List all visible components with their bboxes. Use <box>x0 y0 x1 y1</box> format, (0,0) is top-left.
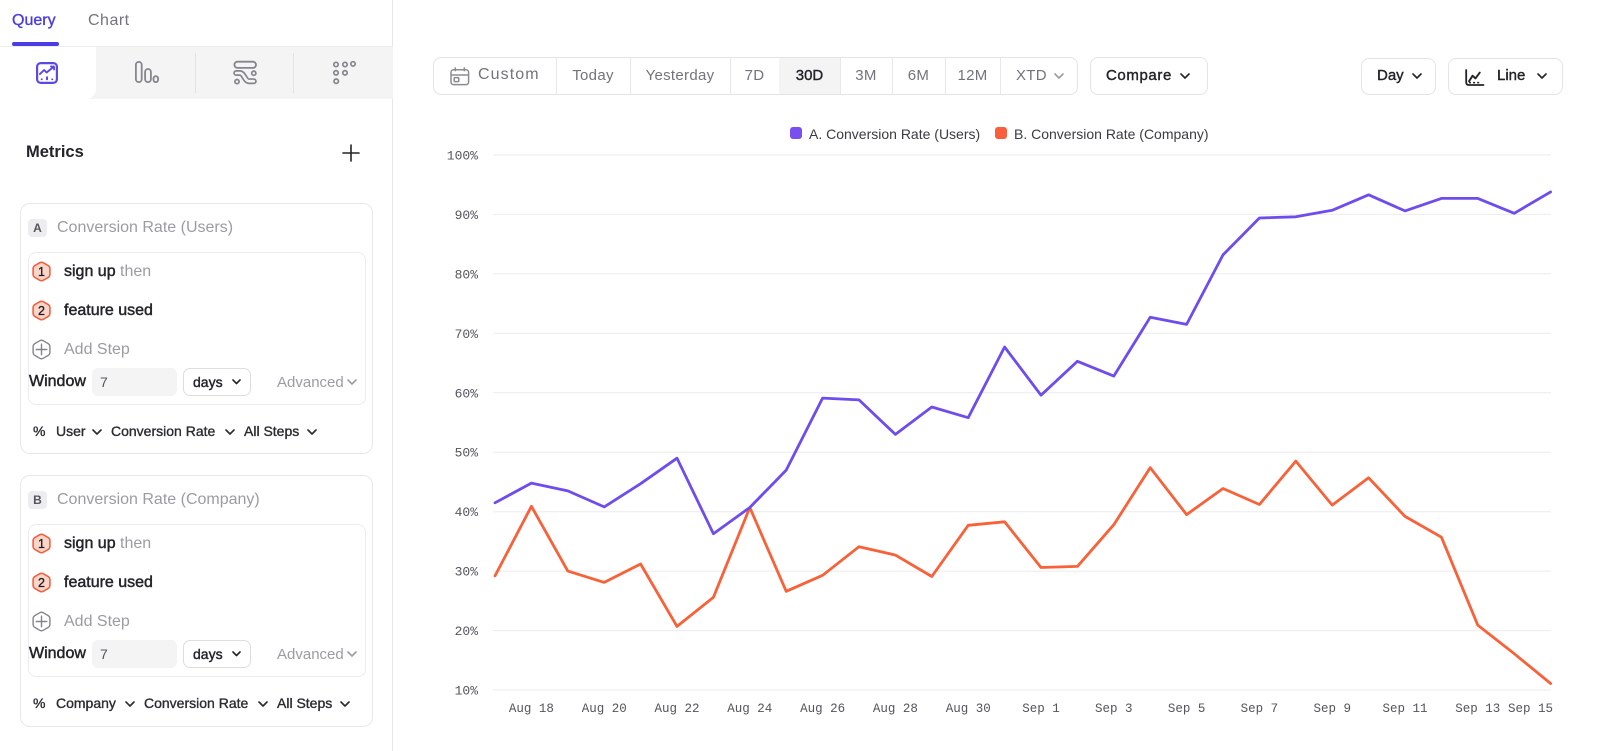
svg-text:30%: 30% <box>455 565 479 580</box>
svg-text:Sep 15: Sep 15 <box>1508 702 1553 716</box>
svg-text:100%: 100% <box>447 149 478 164</box>
svg-text:Sep 3: Sep 3 <box>1095 702 1133 716</box>
svg-text:Sep 5: Sep 5 <box>1168 702 1206 716</box>
svg-text:Aug 28: Aug 28 <box>873 702 918 716</box>
svg-text:20%: 20% <box>455 624 479 639</box>
svg-text:70%: 70% <box>455 327 479 342</box>
svg-text:2: 2 <box>38 304 45 318</box>
svg-text:Sep 1: Sep 1 <box>1022 702 1060 716</box>
svg-text:40%: 40% <box>455 505 479 520</box>
svg-text:Sep 9: Sep 9 <box>1313 702 1351 716</box>
svg-text:10%: 10% <box>455 684 479 699</box>
svg-text:60%: 60% <box>455 386 479 401</box>
svg-text:Aug 30: Aug 30 <box>946 702 991 716</box>
svg-text:Aug 22: Aug 22 <box>654 702 699 716</box>
svg-text:90%: 90% <box>455 208 479 223</box>
svg-text:1: 1 <box>38 537 45 551</box>
svg-text:Aug 18: Aug 18 <box>509 702 554 716</box>
svg-text:2: 2 <box>38 576 45 590</box>
svg-text:1: 1 <box>38 265 45 279</box>
svg-text:Sep 7: Sep 7 <box>1241 702 1279 716</box>
svg-text:Sep 13: Sep 13 <box>1455 702 1500 716</box>
svg-text:50%: 50% <box>455 446 479 461</box>
svg-text:Aug 20: Aug 20 <box>582 702 627 716</box>
svg-text:Aug 26: Aug 26 <box>800 702 845 716</box>
svg-text:Sep 11: Sep 11 <box>1382 702 1427 716</box>
svg-text:Aug 24: Aug 24 <box>727 702 772 716</box>
svg-text:80%: 80% <box>455 267 479 282</box>
